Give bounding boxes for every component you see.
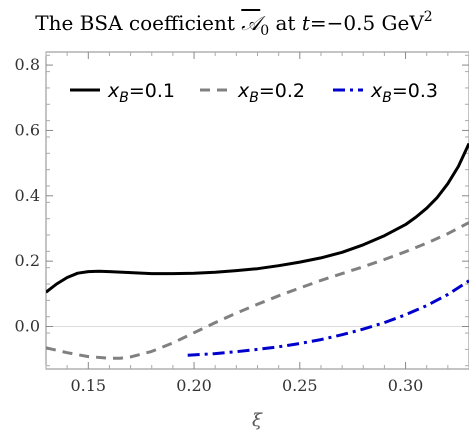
title-superscript: 2	[424, 9, 433, 25]
y-tick-label: 0.6	[15, 120, 40, 139]
x-tick-label: 0.15	[70, 376, 106, 395]
legend: xB=0.1 xB=0.2 xB=0.3	[70, 80, 438, 106]
x-tick-label: 0.20	[176, 376, 212, 395]
series-layer	[46, 142, 469, 360]
tick-marks	[45, 52, 469, 369]
title-symbol-subscript: 0	[260, 23, 269, 39]
title-t: t	[302, 11, 311, 35]
series-line-1	[46, 142, 469, 294]
chart-title: The BSA coefficient 𝒜0 at t=−0.5 GeV2	[35, 9, 432, 39]
title-value: =−0.5 GeV	[310, 11, 424, 35]
legend-label-1: xB=0.1	[107, 80, 175, 106]
x-tick-label: 0.25	[282, 376, 318, 395]
x-axis-label: ξ	[252, 410, 263, 431]
y-tick-label: 0.2	[15, 251, 40, 270]
y-tick-label: 0.0	[15, 317, 40, 336]
tick-labels: 0.15 0.20 0.25 0.30 0.0 0.2 0.4 0.6 0.8	[15, 55, 424, 395]
y-tick-label: 0.8	[15, 55, 40, 74]
series-line-3	[187, 279, 469, 357]
legend-label-2: xB=0.2	[237, 80, 305, 106]
legend-label-3: xB=0.3	[370, 80, 438, 106]
y-tick-label: 0.4	[15, 186, 40, 205]
x-tick-label: 0.30	[388, 376, 424, 395]
title-suffix: at	[269, 11, 302, 35]
title-prefix: The BSA coefficient	[35, 11, 241, 35]
series-line-2	[46, 221, 469, 360]
